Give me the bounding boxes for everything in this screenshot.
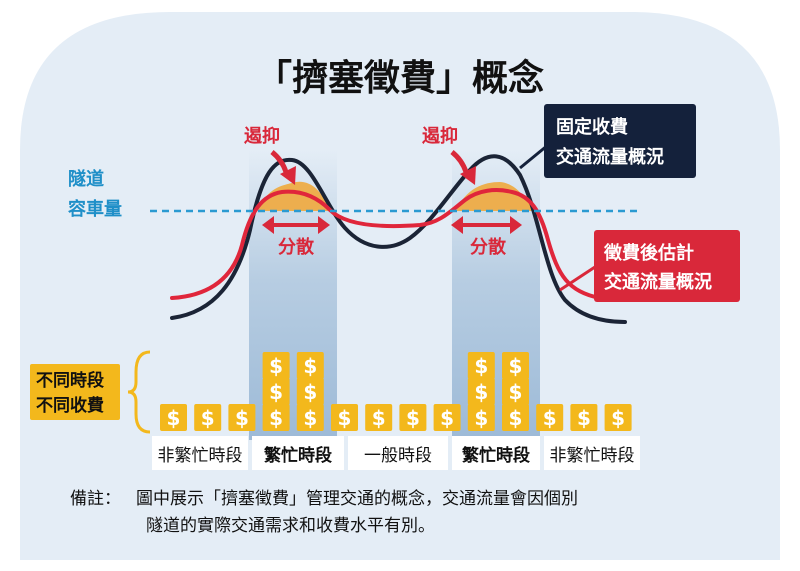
disperse-label-2: 分散 xyxy=(470,236,507,258)
dollar-sign: $ xyxy=(577,406,591,430)
dollar-sign: $ xyxy=(303,354,317,378)
coin-block xyxy=(467,378,495,405)
fee-tag-line-2: 不同收費 xyxy=(36,395,104,416)
dollar-sign: $ xyxy=(235,406,249,430)
dollar-sign: $ xyxy=(269,406,283,430)
dollar-sign: $ xyxy=(269,380,283,404)
dollar-sign: $ xyxy=(372,406,386,430)
coin-block xyxy=(194,404,222,431)
disperse-arrow-2 xyxy=(451,216,522,234)
congestion-charge-curve xyxy=(170,188,630,302)
coin-block xyxy=(399,404,427,431)
dollar-sign: $ xyxy=(474,354,488,378)
dollar-sign: $ xyxy=(406,406,420,430)
coin-block xyxy=(467,404,495,431)
congestion-charge-box-line-2: 交通流量概況 xyxy=(604,271,712,293)
overflow-area-1 xyxy=(258,181,330,211)
coin-block xyxy=(331,404,358,431)
coin-block xyxy=(467,352,495,379)
dollar-sign: $ xyxy=(474,380,488,404)
dollar-sign: $ xyxy=(474,406,488,430)
diagram-title: 「擠塞徵費」概念 xyxy=(256,57,544,99)
coin-block xyxy=(228,404,256,431)
suppress-label-2: 遏抑 xyxy=(422,126,458,147)
coin-block xyxy=(502,404,529,431)
coin-block xyxy=(296,404,324,431)
congestion-charge-box xyxy=(594,230,740,302)
footnote-line-2: 隧道的實際交通需求和收費水平有別。 xyxy=(146,516,435,536)
footnote-line-1: 圖中展示「擠塞徵費」管理交通的概念，交通流量會因個別 xyxy=(136,489,578,509)
fee-tag xyxy=(30,364,120,420)
dollar-sign: $ xyxy=(303,380,317,404)
coin-block xyxy=(536,404,564,431)
coin-block xyxy=(262,352,290,379)
fixed-toll-box-line-2: 交通流量概況 xyxy=(556,146,664,168)
dollar-sign: $ xyxy=(509,380,523,404)
dollar-sign: $ xyxy=(338,406,352,430)
fixed-toll-box-line-1: 固定收費 xyxy=(556,116,628,138)
dollar-sign: $ xyxy=(167,406,181,430)
suppress-arrow-2 xyxy=(450,150,469,173)
fee-tag-line-1: 不同時段 xyxy=(36,370,104,391)
dollar-sign: $ xyxy=(509,406,523,430)
dollar-sign: $ xyxy=(509,354,523,378)
dollar-sign: $ xyxy=(611,406,625,430)
suppress-arrowhead-2 xyxy=(460,166,476,185)
dollar-sign: $ xyxy=(543,406,557,430)
footnote-head: 備註： xyxy=(70,489,121,509)
coin-block xyxy=(570,404,598,431)
coin-block xyxy=(604,404,632,431)
capacity-label-line-1: 隧道 xyxy=(68,168,104,190)
fixed-toll-connector xyxy=(519,143,549,170)
dollar-sign: $ xyxy=(303,406,317,430)
period-label-5: 非繁忙時段 xyxy=(544,436,640,470)
coin-block xyxy=(262,404,290,431)
disperse-arrow-1 xyxy=(262,216,330,234)
coin-block xyxy=(502,352,529,379)
coin-block xyxy=(160,404,187,431)
period-label-1: 非繁忙時段 xyxy=(152,436,248,470)
coin-stacks: $ $ $ $$$$$$$ $ $ $ $$$$$$$ $ $ xyxy=(160,352,632,431)
coin-block xyxy=(502,378,529,405)
fee-tag-brace xyxy=(127,350,151,434)
period-label-3: 一般時段 xyxy=(348,436,448,470)
period-label-4: 繁忙時段 xyxy=(452,436,540,470)
suppress-arrow-1 xyxy=(270,150,289,173)
coin-block xyxy=(365,404,393,431)
coin-block xyxy=(262,378,290,405)
charge-connector xyxy=(559,263,599,292)
period-label-2: 繁忙時段 xyxy=(252,436,344,470)
disperse-label-1: 分散 xyxy=(278,236,315,258)
coin-block xyxy=(296,352,324,379)
suppress-label-1: 遏抑 xyxy=(244,126,280,147)
fixed-toll-box xyxy=(544,104,696,178)
capacity-label-line-2: 容車量 xyxy=(68,198,122,220)
congestion-charge-box-line-1: 徵費後估計 xyxy=(603,242,694,264)
dollar-sign: $ xyxy=(440,406,454,430)
coin-block xyxy=(296,378,324,405)
dollar-sign: $ xyxy=(269,354,283,378)
suppress-arrowhead-1 xyxy=(280,166,296,185)
overflow-area-2 xyxy=(456,182,534,211)
dollar-sign: $ xyxy=(201,406,215,430)
coin-block xyxy=(433,404,461,431)
